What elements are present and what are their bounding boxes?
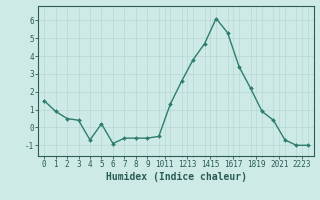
X-axis label: Humidex (Indice chaleur): Humidex (Indice chaleur) <box>106 172 246 182</box>
